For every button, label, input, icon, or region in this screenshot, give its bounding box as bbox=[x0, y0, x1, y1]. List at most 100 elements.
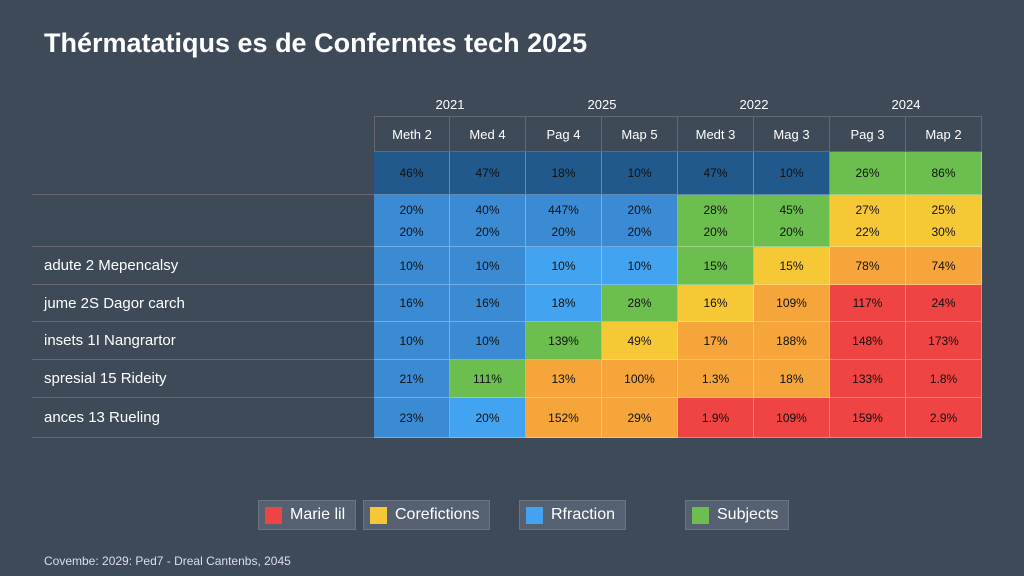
heat-cell: 133% bbox=[830, 360, 906, 398]
legend-label: Marie lil bbox=[290, 506, 346, 523]
cell-value: 111% bbox=[473, 371, 502, 386]
heat-cell: 18% bbox=[754, 360, 830, 398]
heat-cell: 40% 20% bbox=[450, 195, 526, 247]
cell-value: 26% bbox=[855, 166, 880, 180]
heat-cell: 86% bbox=[906, 152, 982, 195]
heat-cell: 117% bbox=[830, 285, 906, 322]
cell-value: 10% bbox=[779, 166, 804, 180]
cell-value: 1.8% bbox=[929, 371, 958, 386]
heat-cell: 16% bbox=[450, 285, 526, 322]
heat-cell: 49% bbox=[602, 322, 678, 360]
heat-cell: 78% bbox=[830, 247, 906, 285]
heat-cell: 15% bbox=[678, 247, 754, 285]
heat-cell: 28% 20% bbox=[678, 195, 754, 247]
heat-cell: 17% bbox=[678, 322, 754, 360]
cell-value: 13% bbox=[551, 371, 576, 386]
heat-cell: 47% bbox=[678, 152, 754, 195]
heat-cell: 10% bbox=[754, 152, 830, 195]
column-header: Meth 2 bbox=[374, 116, 450, 152]
legend-label: Rfraction bbox=[551, 506, 616, 523]
heat-cell: 20% 20% bbox=[374, 195, 450, 247]
row-label: ances 13 Rueling bbox=[32, 398, 374, 438]
heat-cell: 1.3% bbox=[678, 360, 754, 398]
column-header: Med 4 bbox=[450, 116, 526, 152]
year-header: 2024 bbox=[891, 97, 921, 112]
heat-cell: 45% 20% bbox=[754, 195, 830, 247]
row-label: spresial 15 Rideity bbox=[32, 360, 374, 398]
cell-value: 86% bbox=[931, 166, 956, 180]
cell-value: 21% bbox=[399, 371, 424, 386]
year-header: 2022 bbox=[739, 97, 769, 112]
heat-cell: 18% bbox=[526, 285, 602, 322]
cell-value: 20% bbox=[627, 224, 652, 239]
cell-value: 10% bbox=[551, 258, 576, 273]
title: Thérmatatiqus es de Conferntes tech 2025 bbox=[44, 28, 588, 58]
year-header: 2021 bbox=[435, 97, 465, 112]
heat-cell: 23% bbox=[374, 398, 450, 438]
cell-value: 17% bbox=[703, 333, 728, 348]
cell-value: 20% bbox=[551, 224, 576, 239]
cell-value: 47% bbox=[703, 166, 728, 180]
heat-cell: 10% bbox=[450, 322, 526, 360]
year-header: 2025 bbox=[587, 97, 617, 112]
cell-value: 10% bbox=[627, 258, 652, 273]
cell-value: 23% bbox=[399, 410, 424, 425]
heat-cell: 26% bbox=[830, 152, 906, 195]
cell-value: 109% bbox=[776, 410, 807, 425]
row-label: adute 2 Mepencalsy bbox=[32, 247, 374, 285]
heat-cell: 29% bbox=[602, 398, 678, 438]
heat-cell: 2.9% bbox=[906, 398, 982, 438]
heat-cell: 24% bbox=[906, 285, 982, 322]
cell-value: 16% bbox=[475, 296, 500, 310]
heat-cell: 109% bbox=[754, 398, 830, 438]
cell-value: 27% bbox=[855, 202, 880, 217]
cell-value: 24% bbox=[931, 296, 956, 310]
cell-value: 1.3% bbox=[701, 371, 730, 386]
cell-value: 20% bbox=[475, 224, 500, 239]
heat-cell: 18% bbox=[526, 152, 602, 195]
heat-cell: 10% bbox=[374, 322, 450, 360]
row-label bbox=[32, 195, 374, 247]
legend-swatch bbox=[692, 506, 709, 524]
cell-value: 188% bbox=[776, 333, 807, 348]
heat-cell: 1.9% bbox=[678, 398, 754, 438]
cell-value: 10% bbox=[399, 333, 424, 348]
heat-cell: 139% bbox=[526, 322, 602, 360]
cell-value: 117% bbox=[852, 296, 883, 310]
heat-cell: 148% bbox=[830, 322, 906, 360]
heat-cell: 15% bbox=[754, 247, 830, 285]
heat-cell: 100% bbox=[602, 360, 678, 398]
cell-value: 10% bbox=[475, 333, 500, 348]
cell-value: 29% bbox=[627, 410, 652, 425]
column-header: Pag 4 bbox=[526, 116, 602, 152]
footer: Covembe: 2029: Ped7 - Dreal Cantenbs, 20… bbox=[44, 554, 291, 568]
heat-cell: 447% 20% bbox=[526, 195, 602, 247]
row-label: jume 2S Dagor carch bbox=[32, 285, 374, 322]
heat-cell: 20% bbox=[450, 398, 526, 438]
heat-cell: 159% bbox=[830, 398, 906, 438]
heat-cell: 25% 30% bbox=[906, 195, 982, 247]
legend-swatch bbox=[370, 506, 387, 524]
cell-value: 109% bbox=[776, 296, 807, 310]
legend-item: Rfraction bbox=[519, 500, 627, 530]
heat-cell: 10% bbox=[526, 247, 602, 285]
cell-value: 10% bbox=[399, 258, 424, 273]
heat-cell: 16% bbox=[374, 285, 450, 322]
legend-item: Marie lil bbox=[258, 500, 357, 530]
cell-value: 10% bbox=[475, 258, 500, 273]
column-header: Mag 3 bbox=[754, 116, 830, 152]
cell-value: 45% bbox=[779, 202, 804, 217]
cell-value: 20% bbox=[475, 410, 500, 425]
cell-value: 2.9% bbox=[929, 410, 958, 425]
column-header: Medt 3 bbox=[678, 116, 754, 152]
cell-value: 15% bbox=[779, 258, 804, 273]
cell-value: 20% bbox=[399, 202, 424, 217]
cell-value: 15% bbox=[703, 258, 728, 273]
row-label: insets 1I Nangrartor bbox=[32, 322, 374, 360]
heat-cell: 16% bbox=[678, 285, 754, 322]
cell-value: 10% bbox=[627, 166, 652, 180]
heat-cell: 188% bbox=[754, 322, 830, 360]
heat-cell: 13% bbox=[526, 360, 602, 398]
cell-value: 18% bbox=[779, 371, 804, 386]
